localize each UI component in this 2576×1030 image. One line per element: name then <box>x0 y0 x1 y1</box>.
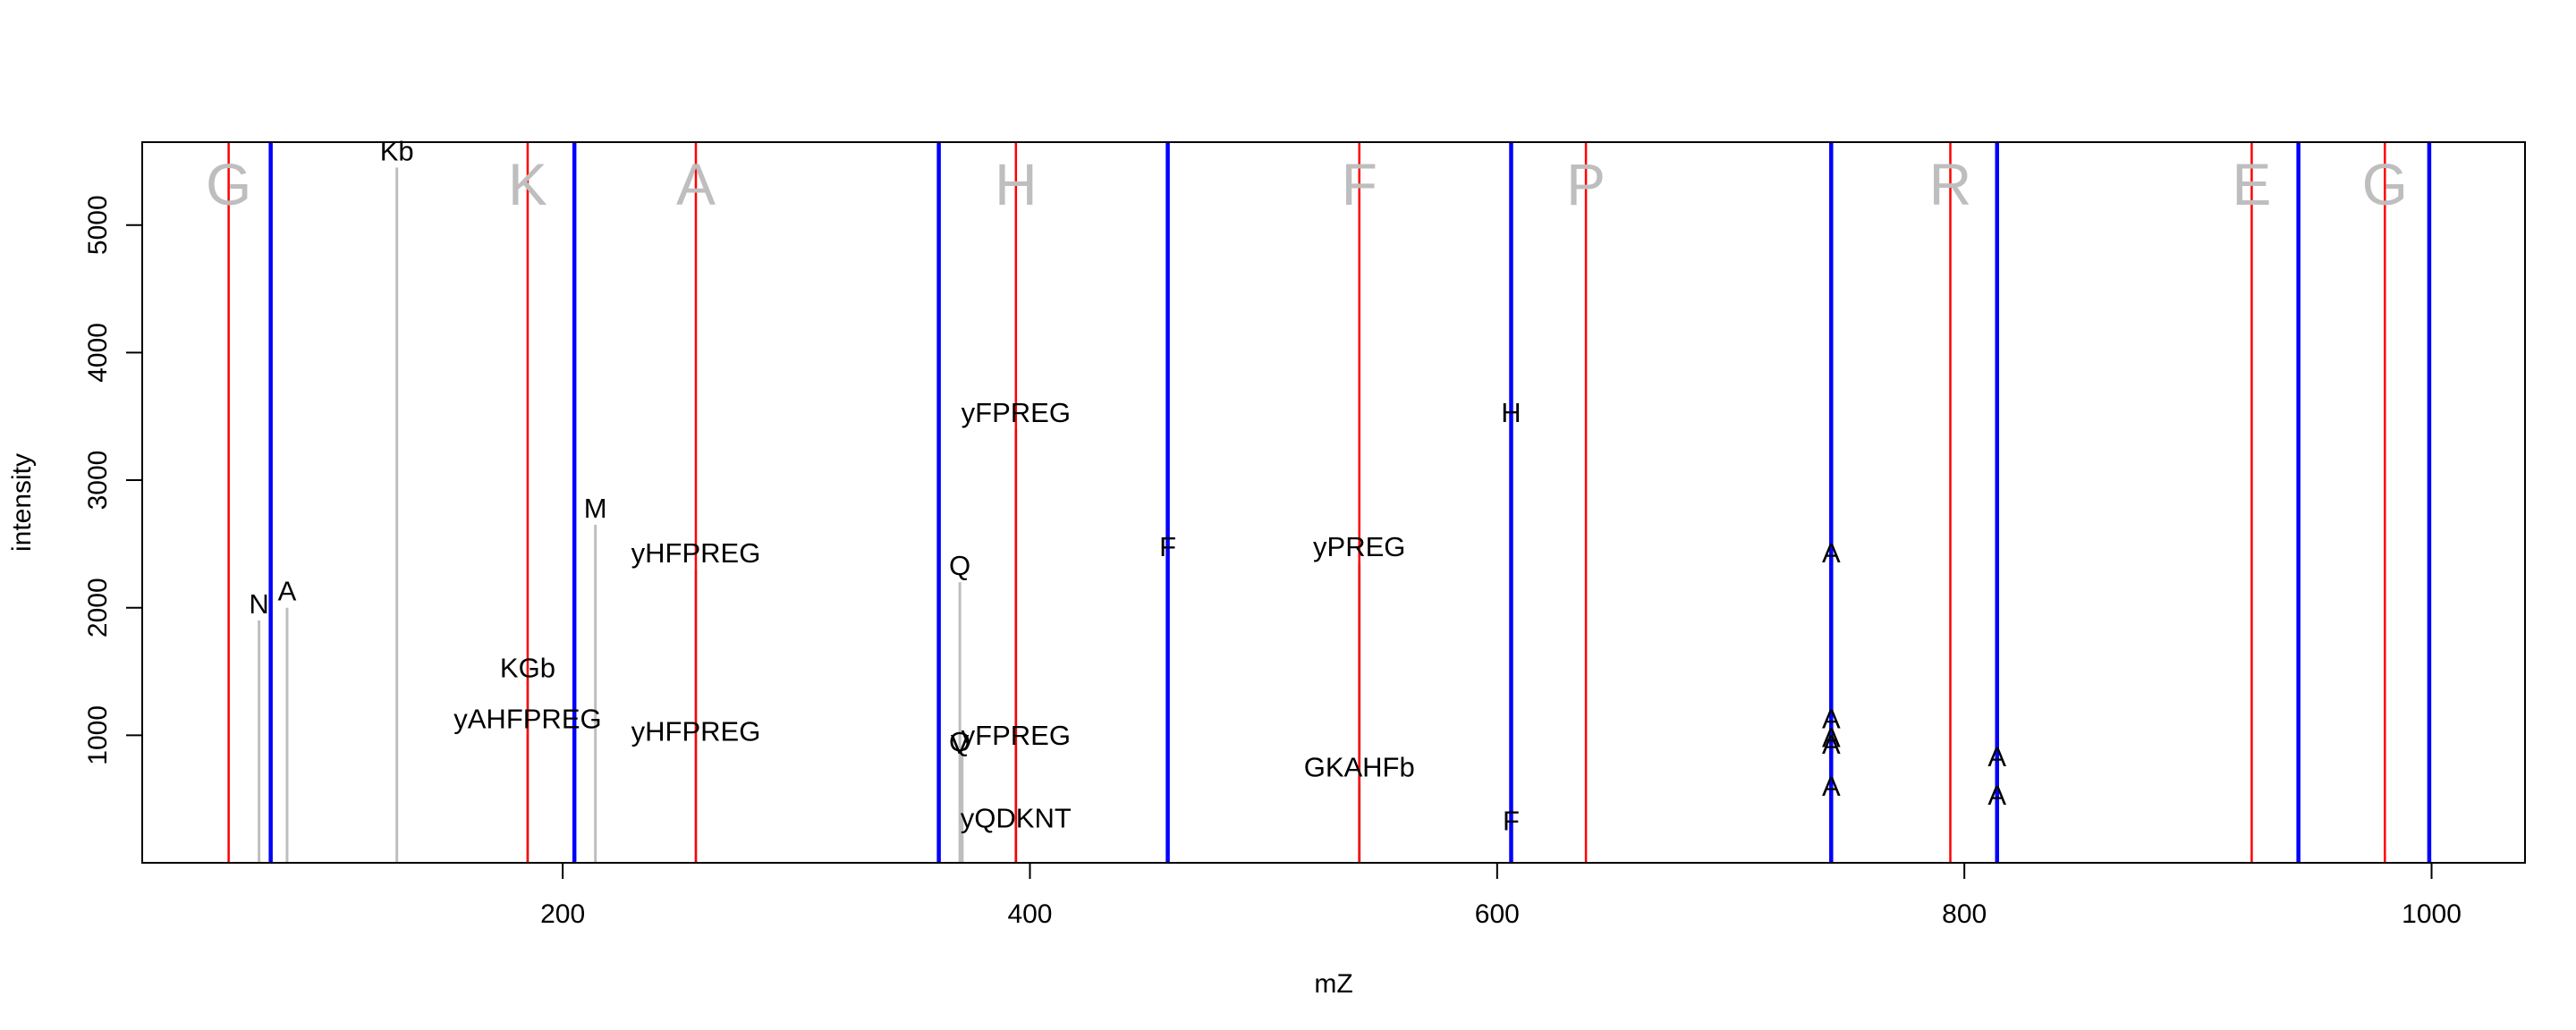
peak-label-5: M <box>584 493 607 524</box>
peaks-layer <box>258 167 1999 863</box>
peak-label-11: yFPREG <box>962 397 1071 428</box>
peak-label-6: yHFPREG <box>631 537 761 569</box>
peak-label-4: yAHFPREG <box>453 703 601 734</box>
peak-label-7: yHFPREG <box>631 716 761 747</box>
y-tick-label-1: 2000 <box>83 578 113 637</box>
y-tick-label-4: 5000 <box>83 195 113 255</box>
peak-label-19: A <box>1822 537 1841 569</box>
y-axis: 1000 2000 3000 4000 5000 <box>83 195 142 765</box>
peak-label-9: Q <box>949 726 970 757</box>
annotations-layer: N AKbKGbyAHFPREGMyHFPREGyHFPREGQQVyFPREGy… <box>249 136 2006 837</box>
residue-lines-layer <box>227 142 2432 863</box>
peak-label-24: A <box>1987 741 2006 772</box>
y-tick-label-3: 4000 <box>83 323 113 383</box>
peak-label-18: F <box>1503 805 1520 836</box>
residue-letter-3: H <box>995 151 1038 217</box>
peak-label-1: A <box>278 576 297 607</box>
residue-letter-5: P <box>1566 151 1606 217</box>
peak-label-12: yFPREG <box>962 720 1071 751</box>
x-axis-label: mZ <box>1314 969 1352 999</box>
plot-frame <box>141 141 2526 864</box>
peak-label-17: H <box>1501 397 1521 428</box>
peak-label-8: Q <box>949 550 970 581</box>
peak-label-14: F <box>1159 531 1176 562</box>
peak-label-25: A <box>1987 780 2006 811</box>
y-tick-label-0: 1000 <box>83 705 113 765</box>
residue-letter-0: G <box>206 151 251 217</box>
peak-label-10: V <box>951 729 970 760</box>
x-tick-label-0: 200 <box>540 899 585 929</box>
residue-letter-2: A <box>676 151 716 217</box>
peak-label-3: KGb <box>500 652 555 683</box>
peak-label-15: yPREG <box>1313 531 1405 562</box>
x-tick-label-3: 800 <box>1942 899 1987 929</box>
x-axis: 200 400 600 800 1000 <box>540 863 2462 929</box>
peak-label-23: A <box>1822 771 1841 802</box>
x-tick-label-2: 600 <box>1475 899 1520 929</box>
peak-label-2: Kb <box>380 136 414 167</box>
residue-letter-7: E <box>2232 151 2271 217</box>
residue-letter-6: R <box>1929 151 1972 217</box>
peak-label-13: yQDKNT <box>961 803 1072 834</box>
residue-letter-1: K <box>508 151 547 217</box>
peak-label-16: GKAHFb <box>1304 752 1415 783</box>
residue-letter-4: F <box>1342 151 1377 217</box>
peak-label-22: A <box>1822 729 1841 760</box>
residue-letter-8: G <box>2362 151 2408 217</box>
x-tick-label-1: 400 <box>1007 899 1052 929</box>
x-tick-label-4: 1000 <box>2402 899 2462 929</box>
peak-label-20: A <box>1822 703 1841 734</box>
y-axis-label: intensity <box>7 453 37 552</box>
y-tick-label-2: 3000 <box>83 451 113 511</box>
peak-label-21: A <box>1822 722 1841 754</box>
peak-label-0: N <box>249 588 268 620</box>
